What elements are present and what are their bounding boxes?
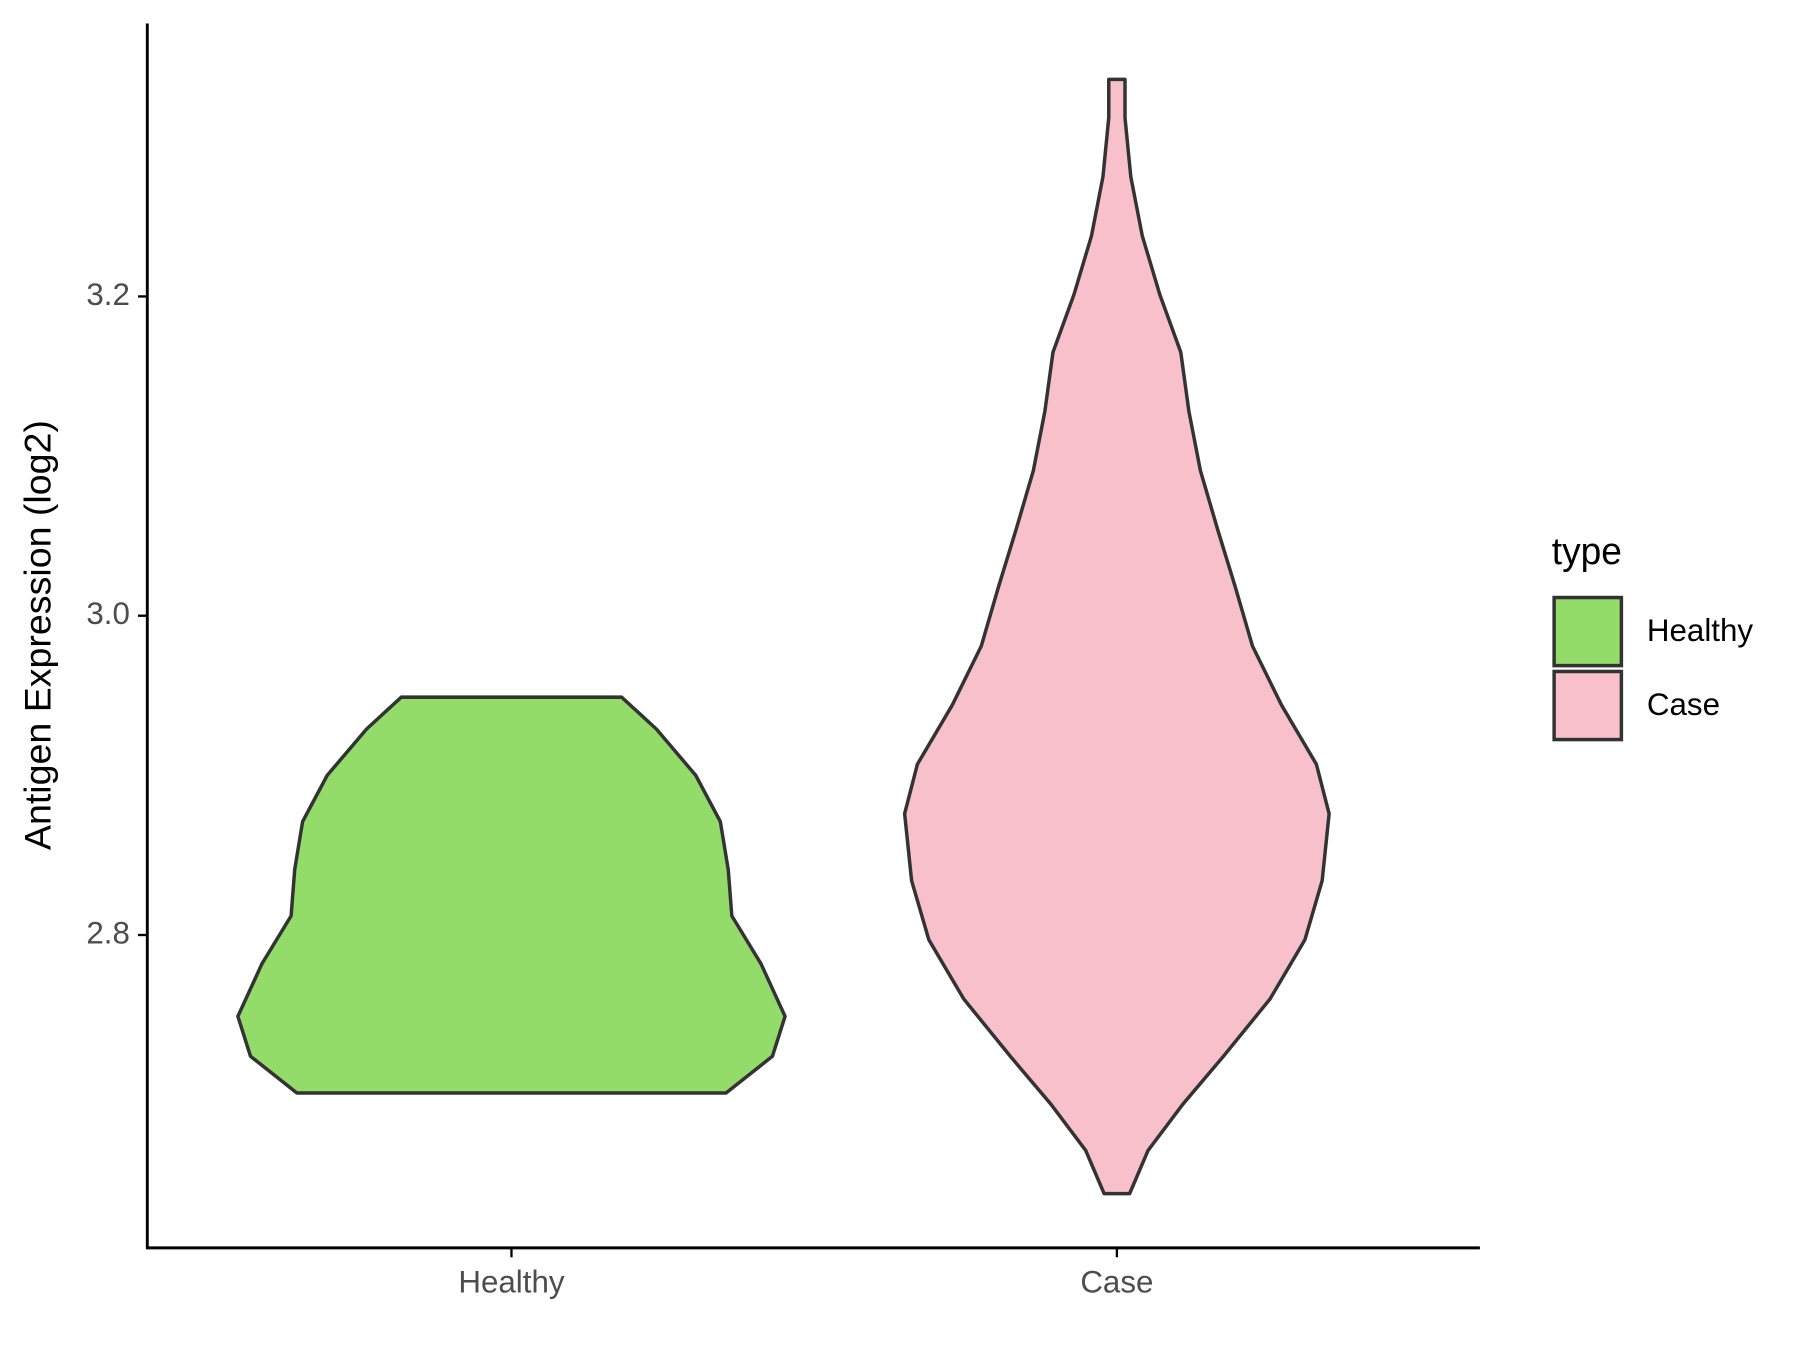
- y-tick-label: 3.2: [86, 276, 130, 312]
- x-tick-label: Case: [1080, 1263, 1153, 1299]
- legend-label: Healthy: [1647, 612, 1753, 648]
- legend-key: [1552, 669, 1624, 742]
- y-tick-label: 2.8: [86, 914, 130, 950]
- violin: [236, 695, 787, 1095]
- y-tick-label: 3.0: [86, 595, 130, 631]
- legend-label: Case: [1647, 686, 1720, 722]
- y-axis-title: Antigen Expression (log2): [17, 420, 59, 850]
- legend-title: type: [1552, 530, 1622, 572]
- legend-key: [1552, 595, 1624, 668]
- violin: [902, 77, 1331, 1196]
- x-tick-label: Healthy: [458, 1263, 564, 1299]
